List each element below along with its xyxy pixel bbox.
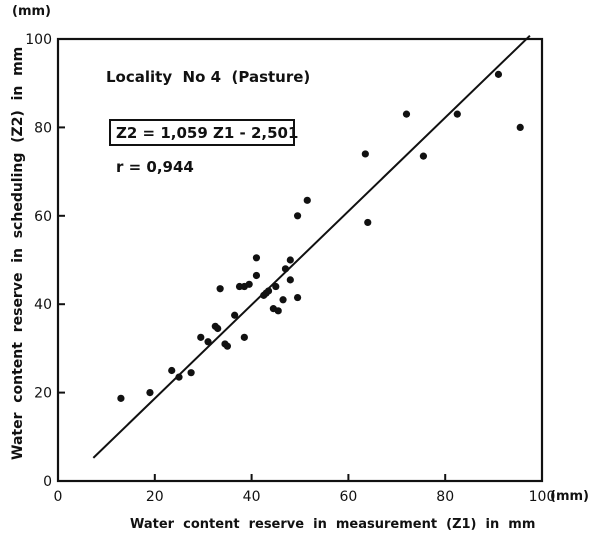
data-point [402,110,411,118]
data-point [146,389,154,397]
regression-line [92,34,531,459]
data-point [274,307,282,315]
x-axis-unit: (mm) [550,489,589,504]
correlation-coefficient: r = 0,944 [116,158,194,176]
locality-annotation: Locality No 4 (Pasture) [106,68,310,86]
x-tick-label: 80 [436,489,454,505]
y-tick-label: 20 [34,386,52,402]
x-tick-label: 40 [243,489,261,505]
x-tick-label: 0 [54,489,63,505]
data-point [214,324,222,333]
y-tick-label: 100 [25,32,52,48]
plot-frame [56,37,544,483]
data-point [286,256,294,264]
data-point [281,265,290,273]
data-point [223,342,231,350]
data-point [293,293,302,302]
data-point [272,282,280,291]
equation-box [109,119,295,146]
data-point [516,123,524,131]
y-axis-title: Water content reserve in scheduling (Z2)… [10,47,26,460]
data-point [286,276,294,284]
data-point [361,150,369,158]
data-point [240,333,248,341]
data-point [117,394,125,402]
x-axis-title: Water content reserve in measurement (Z1… [130,517,535,532]
data-point [453,110,461,118]
data-point [252,254,261,262]
y-axis-ticks: 0 20 40 60 80 100 [25,32,65,490]
data-point [245,280,253,288]
data-point [231,311,239,319]
data-point [264,287,273,295]
data-point [252,271,261,280]
data-point [216,285,224,293]
data-point [204,338,212,346]
regression-line-group [92,34,531,459]
regression-equation: Z2 = 1,059 Z1 - 2,501 [116,124,298,142]
data-point [187,369,195,377]
data-point [175,373,183,381]
data-point [419,152,428,160]
x-tick-label: 100 [529,489,556,505]
y-tick-label: 80 [34,120,52,136]
data-point [293,212,302,220]
y-tick-label: 0 [43,474,52,490]
data-point [364,218,372,227]
y-axis-unit: (mm) [12,4,51,19]
data-points [117,70,524,402]
data-point [197,333,205,341]
data-point [303,196,311,204]
x-axis-ticks: 0 20 40 60 80 100 [54,474,556,505]
x-tick-label: 20 [146,489,164,505]
data-point [279,296,287,304]
y-tick-label: 60 [34,209,52,225]
data-point [494,70,503,78]
data-point [168,366,176,375]
x-tick-label: 60 [339,489,357,505]
y-tick-label: 40 [34,297,52,313]
